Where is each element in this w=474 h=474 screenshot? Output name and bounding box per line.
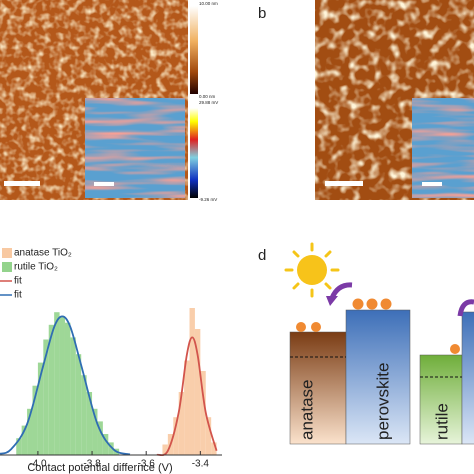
- scale-bar: [4, 181, 40, 186]
- histogram-bar: [86, 392, 93, 455]
- arrow: [329, 282, 353, 300]
- colorbar: [190, 6, 198, 94]
- histogram-bar: [194, 329, 201, 455]
- histogram-bar: [43, 339, 49, 455]
- legend-swatch: [2, 248, 12, 258]
- histogram-bar: [59, 316, 65, 455]
- histogram-bar: [102, 434, 109, 455]
- histogram-bar: [205, 417, 212, 455]
- perovskite-block: [345, 309, 411, 445]
- legend-label: rutile TiO₂: [14, 262, 58, 273]
- histogram-bar: [70, 337, 76, 455]
- histogram-bar: [54, 312, 60, 455]
- block-label: rutile: [432, 403, 451, 440]
- legend-label: fit: [14, 276, 22, 287]
- histogram-bar: [21, 425, 28, 455]
- histogram-bar: [184, 360, 190, 455]
- panel-label: d: [258, 247, 266, 264]
- arrow-head: [326, 296, 338, 306]
- perovskite-block: [461, 311, 474, 445]
- histogram-bar: [178, 392, 185, 455]
- rutile-block: [419, 354, 463, 445]
- kpfm-texture: [412, 98, 474, 198]
- colorbar-label: -9.26 mV: [199, 197, 217, 202]
- legend-label: anatase TiO₂: [14, 248, 72, 259]
- histogram-bar: [32, 385, 38, 455]
- x-tick-label: -3.6: [138, 459, 156, 470]
- colorbar-label: 29.88 mV: [199, 100, 218, 105]
- histogram-bar: [27, 408, 33, 455]
- scale-bar: [422, 182, 442, 186]
- histogram-bar: [97, 421, 103, 455]
- histogram-bar: [81, 375, 87, 455]
- histogram-bar: [16, 438, 22, 455]
- electrons: [296, 298, 460, 354]
- fit-line: [156, 336, 218, 457]
- legend-label: fit: [14, 290, 22, 301]
- histogram-bar: [75, 354, 82, 455]
- histogram-bar: [92, 408, 98, 455]
- histogram-bar: [200, 371, 206, 455]
- block-label: anatase: [297, 380, 316, 441]
- scale-bar: [325, 181, 363, 186]
- histogram-bar: [211, 442, 217, 455]
- histogram-bar: [37, 362, 44, 455]
- x-tick-label: -3.4: [192, 459, 210, 470]
- colorbar-label: 0.00 nm: [199, 94, 216, 99]
- histogram-bar: [48, 324, 55, 455]
- histogram-bar: [108, 442, 114, 455]
- scale-bar: [94, 182, 114, 186]
- x-tick-label: -4.0: [29, 459, 47, 470]
- histogram-bar: [162, 444, 168, 455]
- legend-swatch: [2, 262, 12, 272]
- histogram-bar: [64, 322, 71, 455]
- histogram-bar: [173, 417, 179, 455]
- sun: [284, 242, 340, 298]
- fit-line: [0, 315, 131, 456]
- block-label: perovskite: [373, 363, 392, 440]
- histogram-bar: [189, 308, 195, 455]
- arrow: [457, 299, 474, 317]
- x-tick-label: -3.8: [83, 459, 101, 470]
- panel-label: b: [258, 5, 266, 22]
- kpfm-texture: [85, 98, 185, 198]
- colorbar: [190, 108, 198, 198]
- colorbar-label: 10.00 nm: [199, 1, 218, 6]
- x-axis-label: Contact potential differnce (V): [27, 462, 172, 474]
